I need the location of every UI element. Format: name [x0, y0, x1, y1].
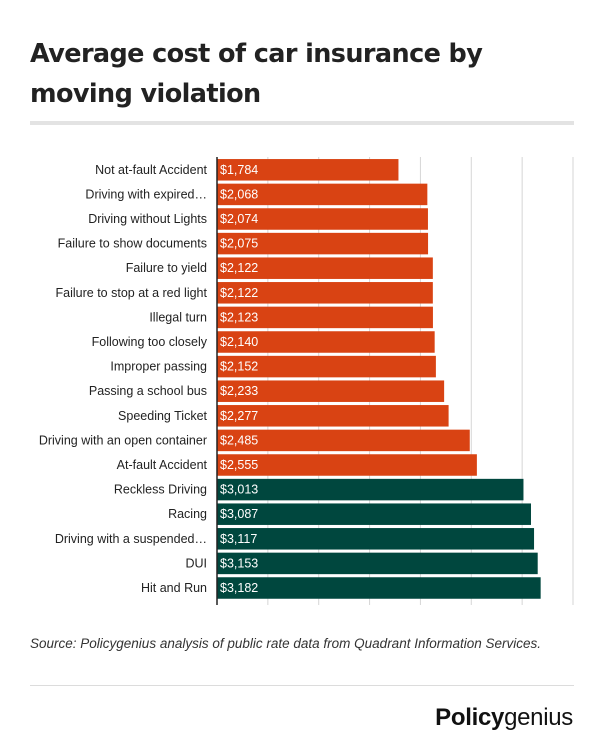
category-labels: Not at-fault Accident Driving with expire… — [39, 163, 208, 595]
bar — [217, 454, 477, 476]
category-label: Failure to show documents — [58, 237, 207, 251]
category-label: Not at-fault Accident — [95, 163, 207, 177]
bar-value-label: $2,485 — [220, 433, 258, 447]
policygenius-logo: Policygenius — [435, 702, 573, 734]
bar — [217, 183, 428, 206]
bar-value-label: $2,123 — [220, 310, 258, 324]
bar — [217, 282, 433, 304]
category-label: DUI — [185, 556, 207, 570]
bar-value-label: $2,152 — [220, 360, 258, 374]
bar-value-label: $3,182 — [220, 581, 258, 595]
category-label: Driving with expired… — [85, 187, 207, 201]
logo-part-policy: Policy — [435, 704, 505, 731]
category-label: Illegal turn — [149, 310, 207, 324]
bar-value-label: $2,074 — [220, 212, 258, 226]
bar — [217, 429, 470, 452]
bar-value-label: $3,117 — [220, 532, 257, 546]
bar-value-label: $2,068 — [220, 187, 258, 201]
category-label: Hit and Run — [141, 581, 207, 595]
bars: $1,784 $2,068 $2,074 $2,075 $2,122 $2,122 $2,1… — [217, 159, 541, 599]
category-label: Passing a school bus — [89, 384, 207, 398]
category-label: Reckless Driving — [114, 483, 207, 497]
bar-value-label: $2,140 — [220, 335, 258, 349]
bar-value-label: $2,555 — [220, 458, 258, 472]
chart-title: Average cost of car insurance by moving … — [30, 39, 483, 109]
bar-value-label: $2,233 — [220, 384, 258, 398]
category-label: Driving with an open container — [39, 433, 207, 447]
bar — [217, 355, 436, 378]
category-label: At-fault Accident — [117, 458, 208, 472]
bar — [217, 577, 541, 599]
bar-value-label: $2,075 — [220, 237, 258, 251]
bar — [217, 331, 435, 353]
bar — [217, 478, 524, 501]
category-label: Driving with a suspended… — [55, 532, 207, 546]
bar — [217, 306, 433, 329]
bar-value-label: $3,153 — [220, 556, 258, 570]
category-label: Failure to stop at a red light — [56, 286, 208, 300]
bar — [217, 503, 531, 525]
bar — [217, 552, 538, 575]
bar-value-label: $2,122 — [220, 286, 258, 300]
bar — [217, 405, 449, 427]
bar — [217, 380, 445, 402]
logo-part-genius: genius — [504, 704, 573, 731]
category-label: Racing — [168, 507, 207, 521]
bar — [217, 159, 399, 181]
bar — [217, 528, 535, 550]
title-divider — [30, 121, 574, 125]
bar-value-label: $3,013 — [220, 483, 258, 497]
category-label: Following too closely — [92, 335, 208, 349]
source-note: Source: Policygenius analysis of public … — [30, 636, 542, 651]
bar-value-label: $2,277 — [220, 409, 258, 423]
category-label: Failure to yield — [126, 261, 207, 275]
category-label: Driving without Lights — [88, 212, 207, 226]
bar — [217, 257, 433, 279]
bar-value-label: $2,122 — [220, 261, 258, 275]
category-label: Speeding Ticket — [118, 409, 207, 423]
bar — [217, 208, 428, 230]
bar-value-label: $1,784 — [220, 163, 258, 177]
category-label: Improper passing — [110, 360, 207, 374]
bar-value-label: $3,087 — [220, 507, 258, 521]
bar — [217, 232, 429, 255]
footer-divider — [30, 685, 574, 686]
